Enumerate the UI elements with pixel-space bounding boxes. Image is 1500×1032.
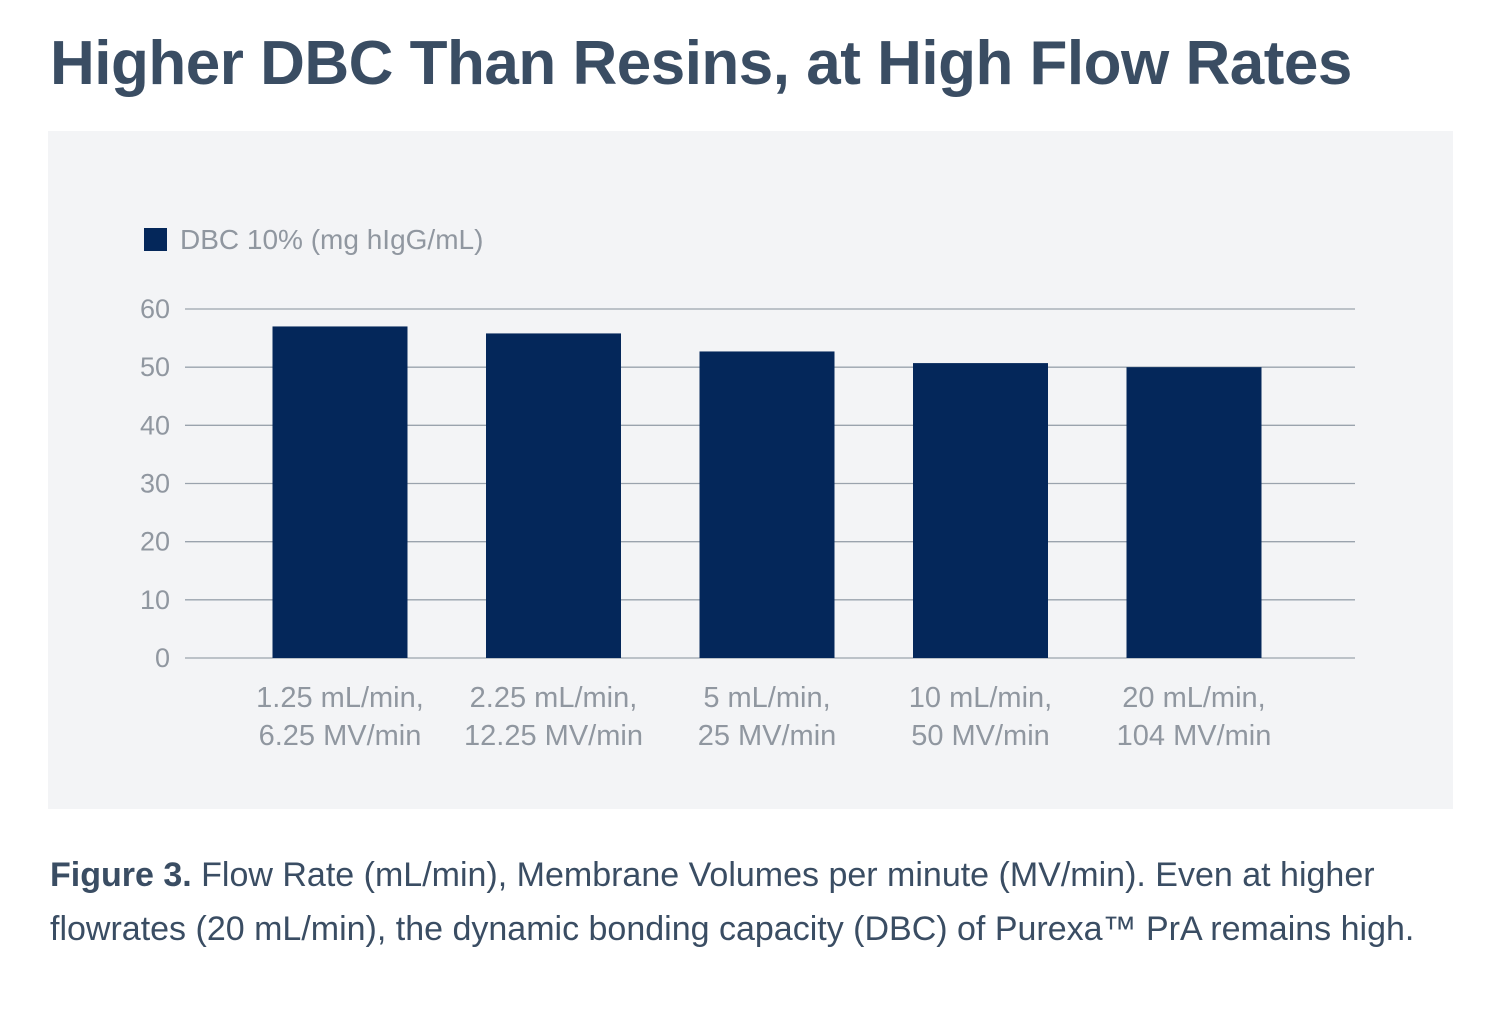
y-tick-label: 10 — [140, 585, 170, 615]
x-category-label-line: 104 MV/min — [1117, 720, 1272, 752]
caption-figure-label: Figure 3. — [50, 856, 192, 894]
x-category-label: 20 mL/min, 104 MV/min — [1117, 682, 1272, 752]
x-axis-labels: 1.25 mL/min, 6.25 MV/min 2.25 mL/min, 12.25… — [256, 682, 1271, 752]
x-category-label-line: 12.25 MV/min — [464, 720, 643, 752]
chart-legend: DBC 10% (mg hIgG/mL) — [144, 224, 483, 255]
y-axis-ticks: 0 10 20 30 40 50 60 — [140, 294, 170, 673]
bar — [1126, 367, 1262, 658]
x-category-label: 10 mL/min, 50 MV/min — [909, 682, 1052, 752]
x-category-label-line: 20 mL/min, — [1122, 682, 1265, 714]
bar — [272, 326, 408, 658]
x-category-label-line: 2.25 mL/min, — [470, 682, 638, 714]
figure-caption: Figure 3. Flow Rate (mL/min), Membrane V… — [50, 848, 1450, 956]
bar-chart: DBC 10% (mg hIgG/mL) 0 10 20 30 40 50 60 1.25 … — [140, 224, 1355, 752]
bar — [486, 333, 621, 658]
y-tick-label: 50 — [140, 352, 170, 382]
legend-label: DBC 10% (mg hIgG/mL) — [180, 224, 483, 255]
x-category-label-line: 5 mL/min, — [703, 682, 830, 714]
x-category-label-line: 50 MV/min — [911, 720, 1050, 752]
y-tick-label: 0 — [155, 643, 170, 673]
y-tick-label: 30 — [140, 469, 170, 499]
x-category-label-line: 10 mL/min, — [909, 682, 1052, 714]
chart-panel: DBC 10% (mg hIgG/mL) 0 10 20 30 40 50 60 1.25 … — [48, 131, 1453, 809]
x-category-label-line: 1.25 mL/min, — [256, 682, 424, 714]
x-category-label: 2.25 mL/min, 12.25 MV/min — [464, 682, 643, 752]
bar — [699, 351, 835, 658]
x-category-label-line: 25 MV/min — [698, 720, 837, 752]
bar — [913, 363, 1048, 658]
page-title: Higher DBC Than Resins, at High Flow Rat… — [50, 29, 1352, 98]
y-tick-label: 20 — [140, 527, 170, 557]
x-category-label: 1.25 mL/min, 6.25 MV/min — [256, 682, 424, 752]
y-tick-label: 40 — [140, 410, 170, 440]
x-category-label-line: 6.25 MV/min — [259, 720, 422, 752]
chart-bars — [272, 326, 1262, 658]
y-tick-label: 60 — [140, 294, 170, 324]
legend-swatch — [144, 228, 167, 251]
caption-text: Flow Rate (mL/min), Membrane Volumes per… — [50, 856, 1415, 948]
x-category-label: 5 mL/min, 25 MV/min — [698, 682, 837, 752]
